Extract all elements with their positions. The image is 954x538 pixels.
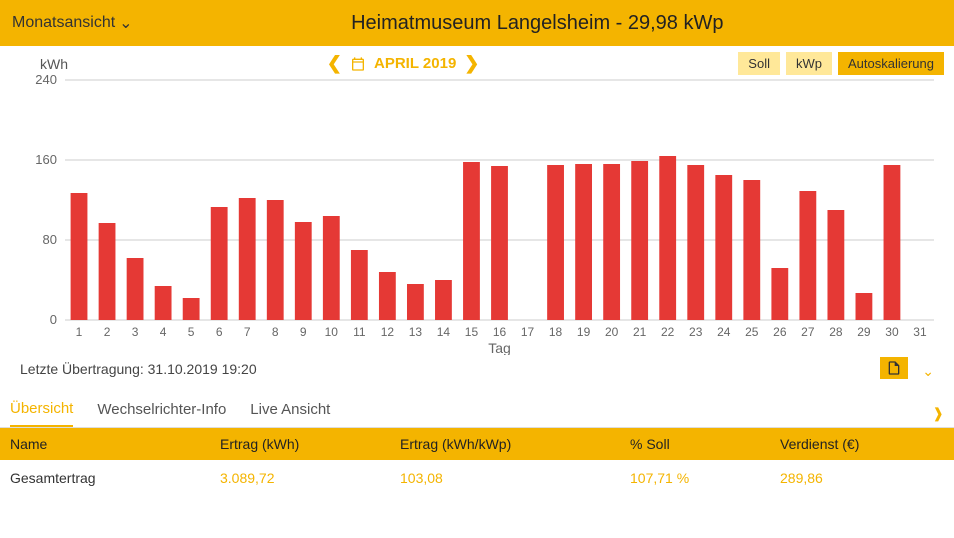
svg-text:12: 12: [381, 325, 395, 339]
svg-text:22: 22: [661, 325, 675, 339]
col-header-soll: % Soll: [630, 436, 780, 452]
cell-ertragkwp: 103,08: [400, 470, 630, 486]
svg-text:11: 11: [353, 325, 366, 339]
svg-text:20: 20: [605, 325, 619, 339]
svg-text:2: 2: [104, 325, 111, 339]
cell-ertrag: 3.089,72: [220, 470, 400, 486]
svg-text:Tag: Tag: [488, 340, 511, 355]
svg-text:27: 27: [801, 325, 815, 339]
bar-chart: 0801602401234567891011121314151617181920…: [10, 75, 944, 355]
table-row: Gesamtertrag 3.089,72 103,08 107,71 % 28…: [0, 460, 954, 496]
svg-text:31: 31: [913, 325, 927, 339]
svg-text:28: 28: [829, 325, 843, 339]
svg-text:160: 160: [35, 152, 57, 167]
chart-toggles: Soll kWp Autoskalierung: [738, 52, 944, 75]
col-header-ertragkwp: Ertrag (kWh/kWp): [400, 436, 630, 452]
chart-footer: Letzte Übertragung: 31.10.2019 19:20 ⌄: [10, 355, 944, 386]
chart-header: kWh ❮ APRIL 2019 ❯ Soll kWp Autoskalieru…: [10, 52, 944, 75]
svg-text:24: 24: [717, 325, 731, 339]
svg-text:18: 18: [549, 325, 563, 339]
svg-text:30: 30: [885, 325, 899, 339]
cell-name: Gesamtertrag: [10, 470, 220, 486]
svg-text:17: 17: [521, 325, 535, 339]
tab-bar: Übersicht Wechselrichter-Info Live Ansic…: [0, 390, 954, 428]
svg-text:16: 16: [493, 325, 507, 339]
month-navigator: ❮ APRIL 2019 ❯: [327, 53, 479, 74]
svg-text:23: 23: [689, 325, 703, 339]
col-header-name: Name: [10, 436, 220, 452]
svg-text:26: 26: [773, 325, 787, 339]
svg-text:5: 5: [188, 325, 195, 339]
collapse-tabs-button[interactable]: ❱: [932, 405, 944, 422]
svg-text:15: 15: [465, 325, 479, 339]
tab-overview[interactable]: Übersicht: [10, 400, 73, 427]
svg-text:240: 240: [35, 75, 57, 87]
svg-text:0: 0: [50, 312, 57, 327]
last-transfer-label: Letzte Übertragung: 31.10.2019 19:20: [20, 361, 257, 377]
export-button[interactable]: [880, 357, 908, 379]
tab-inverter[interactable]: Wechselrichter-Info: [97, 401, 226, 426]
svg-text:14: 14: [437, 325, 451, 339]
prev-month-button[interactable]: ❮: [327, 53, 342, 74]
next-month-button[interactable]: ❯: [464, 53, 479, 74]
svg-text:29: 29: [857, 325, 871, 339]
svg-text:1: 1: [76, 325, 83, 339]
table-header: Name Ertrag (kWh) Ertrag (kWh/kWp) % Sol…: [0, 428, 954, 460]
app-header: Monatsansicht ⌄ Heimatmuseum Langelsheim…: [0, 0, 954, 46]
col-header-ertrag: Ertrag (kWh): [220, 436, 400, 452]
month-label[interactable]: APRIL 2019: [374, 55, 456, 72]
expand-chart-button[interactable]: ⌄: [922, 363, 934, 379]
svg-text:19: 19: [577, 325, 591, 339]
svg-text:80: 80: [43, 232, 57, 247]
toggle-kwp[interactable]: kWp: [786, 52, 832, 75]
chevron-down-icon: ⌄: [119, 13, 132, 33]
svg-text:9: 9: [300, 325, 307, 339]
cell-soll: 107,71 %: [630, 470, 780, 486]
svg-text:8: 8: [272, 325, 279, 339]
svg-text:10: 10: [325, 325, 339, 339]
y-axis-unit: kWh: [10, 56, 68, 72]
svg-text:21: 21: [633, 325, 647, 339]
svg-text:25: 25: [745, 325, 759, 339]
toggle-soll[interactable]: Soll: [738, 52, 780, 75]
chart-panel: kWh ❮ APRIL 2019 ❯ Soll kWp Autoskalieru…: [0, 46, 954, 390]
toggle-autoscale[interactable]: Autoskalierung: [838, 52, 944, 75]
view-selector[interactable]: Monatsansicht ⌄: [12, 13, 133, 33]
cell-verdienst: 289,86: [780, 470, 944, 486]
svg-text:4: 4: [160, 325, 167, 339]
page-title: Heimatmuseum Langelsheim - 29,98 kWp: [133, 12, 942, 35]
view-selector-label: Monatsansicht: [12, 14, 115, 32]
svg-text:7: 7: [244, 325, 251, 339]
calendar-icon[interactable]: [350, 56, 366, 72]
svg-text:6: 6: [216, 325, 223, 339]
svg-text:13: 13: [409, 325, 423, 339]
svg-text:3: 3: [132, 325, 139, 339]
col-header-verdienst: Verdienst (€): [780, 436, 944, 452]
tab-live[interactable]: Live Ansicht: [250, 401, 330, 426]
